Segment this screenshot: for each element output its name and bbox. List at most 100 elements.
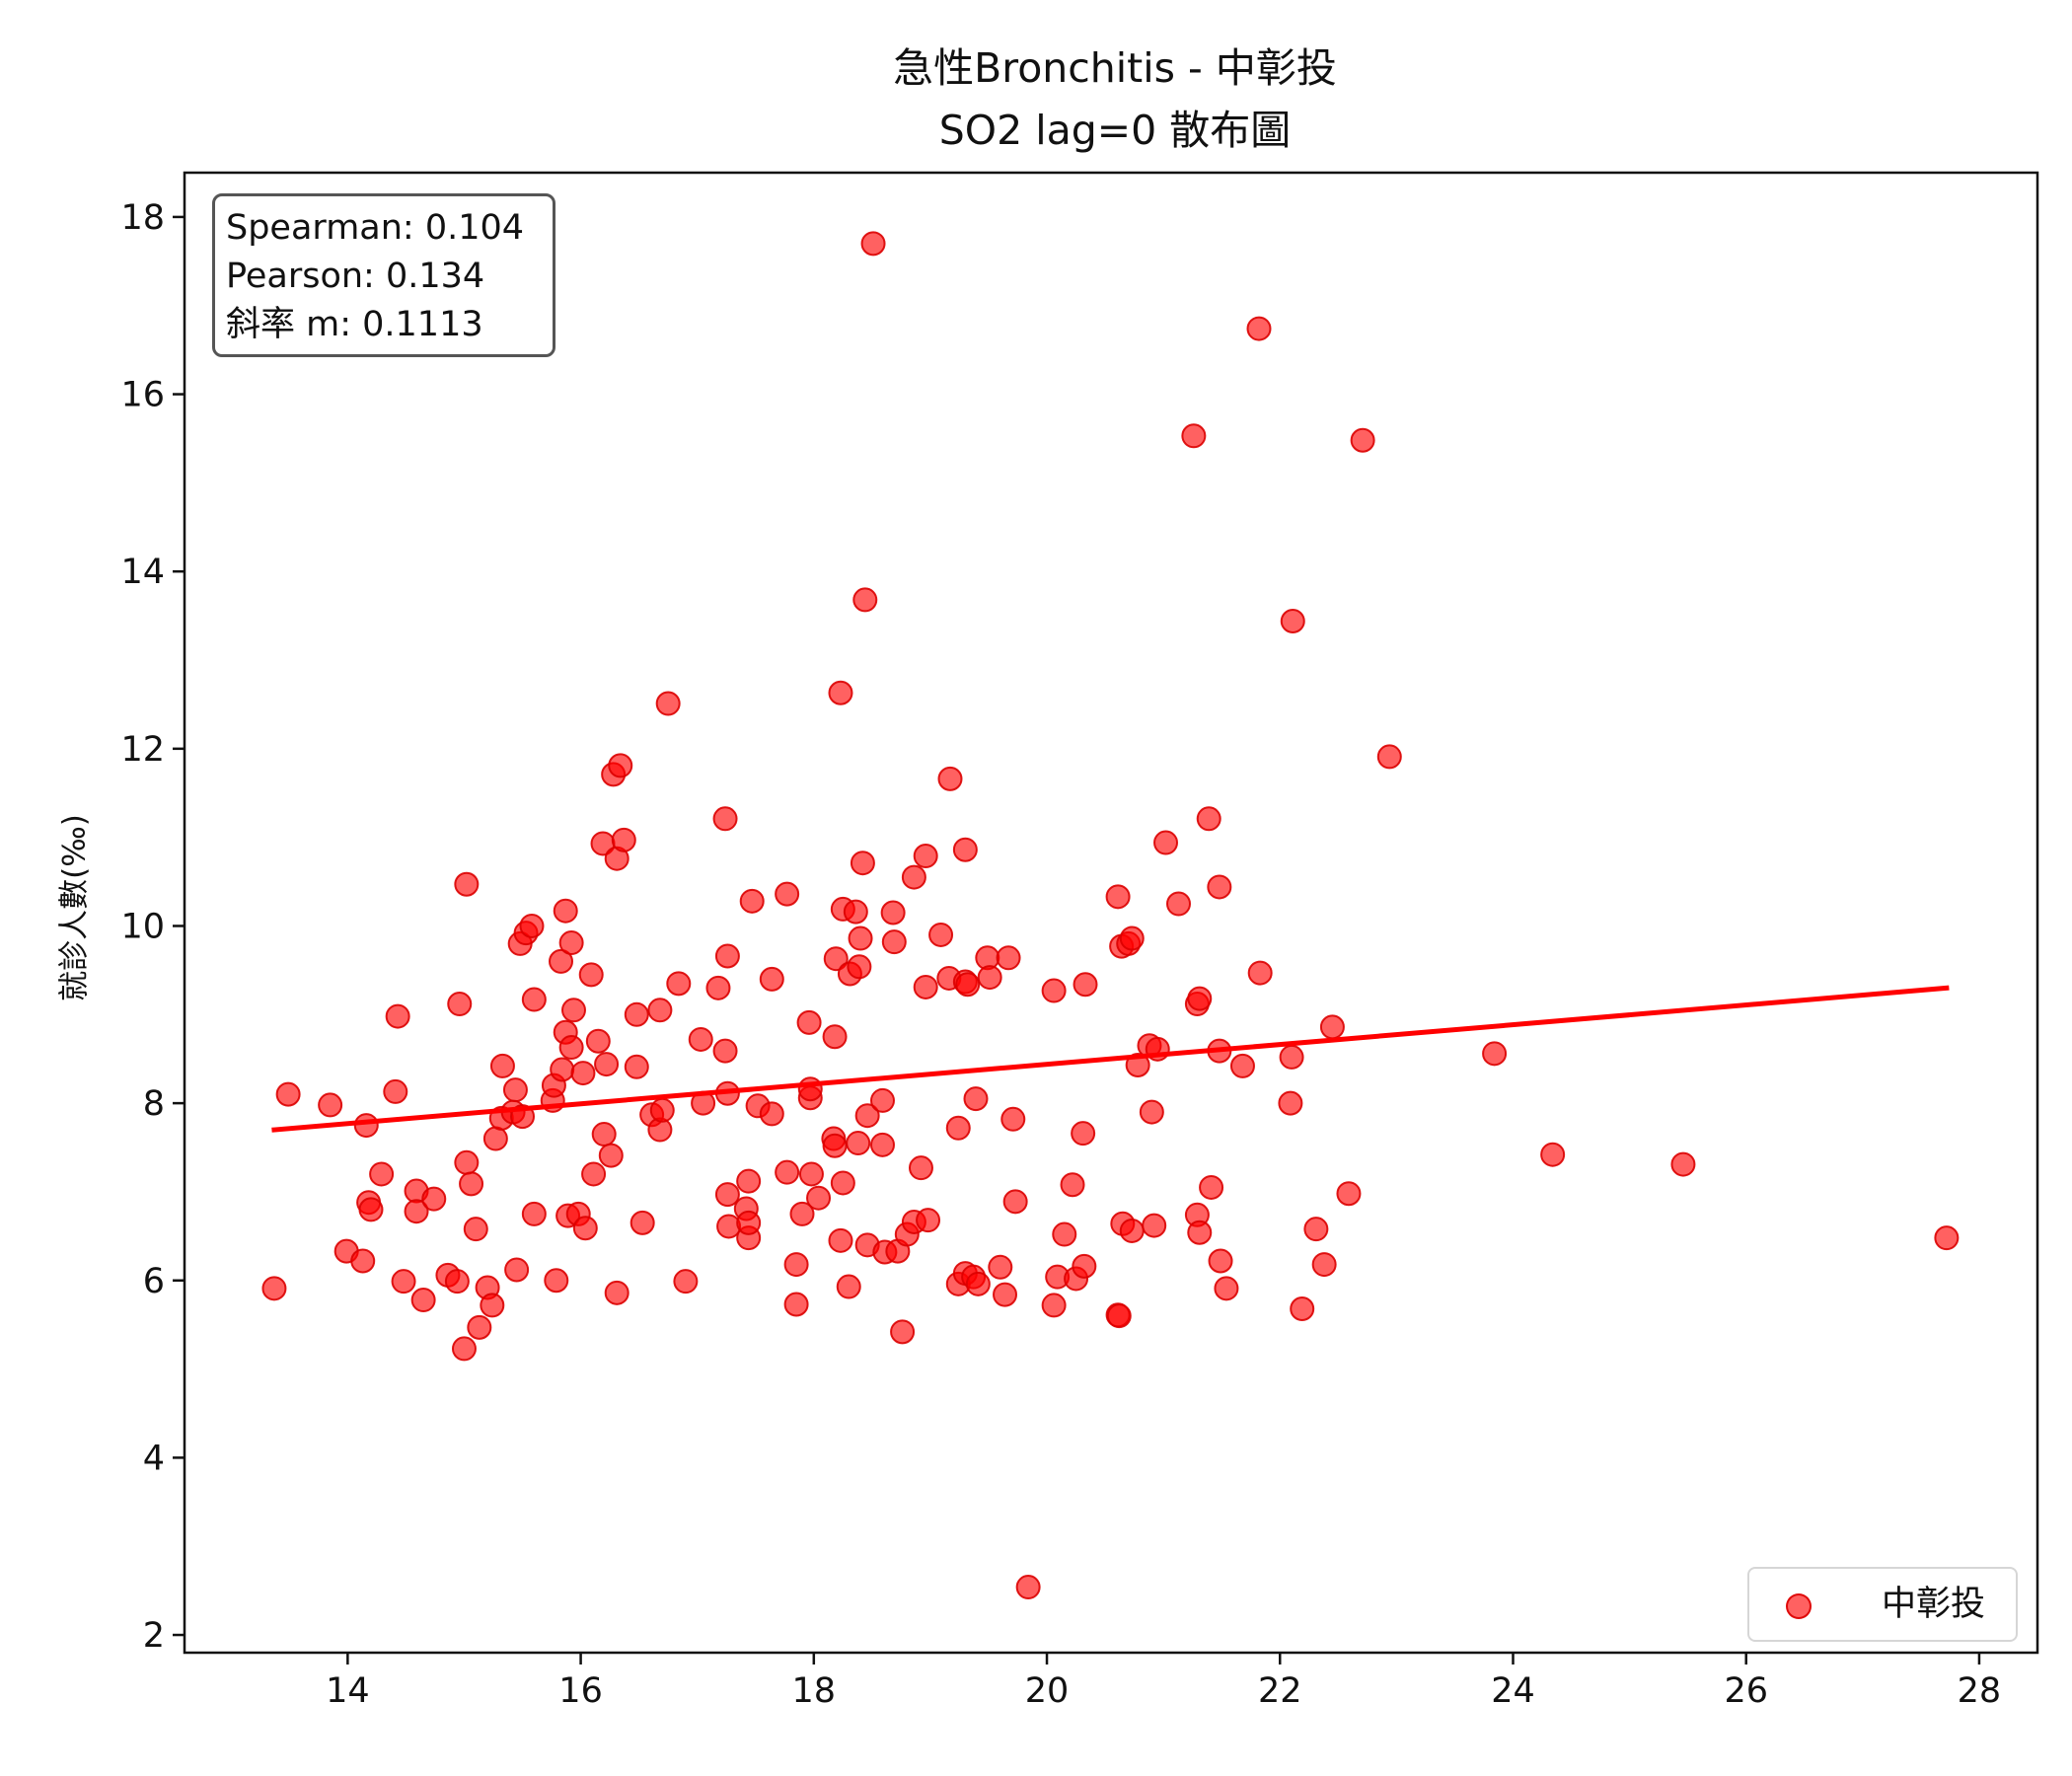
data-point (454, 1149, 480, 1175)
x-tick-label: 20 (1025, 1671, 1070, 1711)
data-point (1166, 891, 1192, 917)
legend: 中彰投 (1747, 1567, 2018, 1642)
data-point (759, 1101, 784, 1127)
x-tick-label: 24 (1491, 1671, 1535, 1711)
data-point (550, 1057, 575, 1082)
data-point (828, 680, 853, 705)
data-point (1142, 1213, 1167, 1238)
y-tick-label: 14 (120, 553, 165, 592)
data-point (1350, 427, 1375, 453)
data-point (673, 1269, 699, 1295)
data-point (521, 987, 547, 1012)
data-point (489, 1053, 515, 1078)
data-point (759, 966, 784, 992)
data-point (977, 965, 1002, 991)
data-point (945, 1115, 971, 1141)
data-point (1482, 1041, 1508, 1067)
data-point (854, 1103, 880, 1129)
regression-line (271, 985, 1950, 1133)
data-point (712, 806, 738, 832)
data-point (714, 1182, 740, 1208)
data-point (823, 946, 849, 972)
data-point (447, 992, 473, 1017)
data-point (965, 1271, 991, 1296)
data-point (598, 1143, 624, 1168)
spearman-stat: Spearman: 0.104 (226, 208, 525, 248)
data-point (1187, 986, 1213, 1011)
data-point (1290, 1295, 1315, 1321)
data-point (822, 1133, 848, 1158)
data-point (1319, 1014, 1345, 1040)
data-point (261, 1276, 287, 1301)
y-axis-label: 就診人數(‰) (56, 814, 93, 1001)
data-point (869, 1087, 895, 1113)
data-point (383, 1078, 408, 1104)
data-point (463, 1217, 488, 1242)
data-point (993, 1282, 1018, 1307)
data-point (937, 766, 963, 791)
data-point (1073, 972, 1098, 998)
data-point (1002, 1189, 1028, 1215)
data-point (454, 871, 480, 897)
data-point (459, 1171, 484, 1197)
data-point (444, 1269, 470, 1295)
data-point (1060, 1172, 1085, 1198)
data-point (1119, 1218, 1145, 1243)
data-point (594, 1052, 620, 1077)
data-point (385, 1003, 410, 1029)
data-point (608, 753, 633, 778)
data-point (451, 1336, 477, 1362)
y-tick-label: 6 (143, 1262, 165, 1301)
data-point (1246, 316, 1272, 341)
chart-subtitle: SO2 lag=0 散布圖 (938, 107, 1292, 154)
data-point (1181, 423, 1207, 449)
data-point (846, 1131, 871, 1156)
data-point (666, 971, 692, 997)
data-point (504, 1257, 530, 1283)
data-point (1208, 1248, 1233, 1274)
data-point (775, 881, 800, 907)
data-point (1199, 1174, 1224, 1200)
data-point (736, 1168, 762, 1194)
data-point (789, 1201, 815, 1226)
data-point (480, 1293, 505, 1318)
y-tick-label: 18 (120, 198, 165, 238)
data-point (955, 972, 981, 998)
axes-frame (183, 171, 2039, 1655)
data-point (647, 998, 673, 1023)
data-point (796, 1009, 822, 1035)
data-point (578, 962, 604, 988)
data-point (913, 844, 938, 869)
data-point (1119, 925, 1145, 951)
data-point (1303, 1217, 1329, 1242)
x-tick-label: 16 (558, 1671, 603, 1711)
regression-line-group (271, 985, 1950, 1133)
data-point (843, 899, 868, 925)
pearson-stat: Pearson: 0.134 (226, 257, 485, 296)
data-point (1376, 744, 1402, 770)
data-point (358, 1197, 384, 1222)
data-point (318, 1092, 343, 1118)
data-point (806, 1185, 832, 1211)
data-point (916, 1208, 941, 1233)
data-point (963, 1086, 989, 1112)
data-point (783, 1292, 809, 1317)
data-point (869, 1132, 895, 1157)
x-tick-label: 22 (1258, 1671, 1302, 1711)
data-point (629, 1210, 655, 1235)
data-point (391, 1269, 416, 1295)
data-point (1105, 884, 1131, 910)
data-point (714, 943, 740, 969)
data-point (570, 1061, 596, 1086)
data-point (830, 1170, 855, 1196)
y-tick-label: 4 (143, 1439, 165, 1478)
data-point (880, 900, 906, 925)
data-point (585, 1028, 611, 1054)
data-point (549, 948, 574, 974)
data-point (1196, 806, 1221, 832)
data-point (688, 1026, 713, 1052)
data-point (1311, 1252, 1337, 1278)
